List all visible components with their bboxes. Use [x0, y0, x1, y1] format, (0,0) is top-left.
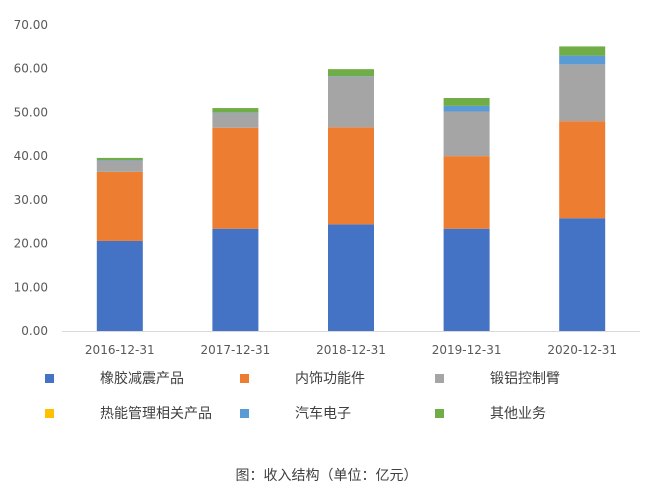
- bar-segment: [212, 228, 259, 331]
- legend-swatch: [45, 408, 54, 418]
- legend-item: 其他业务: [435, 403, 546, 423]
- bar-segment: [328, 69, 374, 77]
- legend-item: 热能管理相关产品: [45, 403, 212, 423]
- legend-label: 汽车电子: [295, 406, 351, 422]
- legend-label: 内饰功能件: [295, 371, 365, 387]
- bar-segment: [559, 55, 606, 65]
- bar-segment: [559, 218, 606, 331]
- bar-segment: [559, 64, 606, 122]
- x-tick-label: 2017-12-31: [201, 343, 271, 357]
- legend-label: 橡胶减震产品: [100, 371, 184, 387]
- bar-segment: [559, 121, 606, 219]
- legend-swatch: [435, 373, 444, 383]
- y-tick-label: 70.00: [14, 18, 48, 32]
- x-tick-label: 2020-12-31: [547, 343, 617, 357]
- y-tick-label: 0.00: [21, 324, 48, 338]
- bar-segment: [328, 76, 374, 128]
- bar-segment: [328, 127, 374, 225]
- bar-segment: [212, 127, 259, 229]
- legend-item: 橡胶减震产品: [45, 368, 184, 388]
- bar-segment: [96, 160, 143, 172]
- legend-label: 其他业务: [490, 406, 546, 422]
- legend-label: 热能管理相关产品: [100, 406, 212, 422]
- legend-label: 锻铝控制臂: [490, 371, 560, 387]
- legend-swatch: [435, 408, 444, 418]
- x-tick-label: 2019-12-31: [432, 343, 502, 357]
- y-tick-label: 20.00: [14, 237, 48, 251]
- bar-segment: [443, 228, 490, 331]
- x-tick-label: 2016-12-31: [85, 343, 155, 357]
- bar-segment: [443, 156, 490, 229]
- y-tick-label: 50.00: [14, 105, 48, 119]
- y-tick-label: 60.00: [14, 62, 48, 76]
- bar-segment: [443, 105, 490, 112]
- bar-segment: [96, 157, 143, 161]
- legend-swatch: [240, 373, 249, 383]
- stacked-bar-chart: 0.00 10.00 20.00 30.00 40.00 50.00 60.00 70.00 2…: [14, 18, 640, 357]
- bar-segment: [96, 240, 143, 331]
- bar-segment: [443, 111, 490, 157]
- legend-item: 汽车电子: [240, 403, 351, 423]
- bar-segment: [443, 98, 490, 106]
- y-tick-label: 40.00: [14, 149, 48, 163]
- bar-segment: [96, 171, 143, 241]
- legend-item: 内饰功能件: [240, 368, 365, 388]
- y-tick-label: 30.00: [14, 193, 48, 207]
- bar-segment: [212, 108, 259, 113]
- bar-segment: [559, 46, 606, 56]
- chart-caption: 图：收入结构（单位：亿元）: [235, 468, 418, 484]
- y-tick-label: 10.00: [14, 280, 48, 294]
- x-tick-label: 2018-12-31: [316, 343, 386, 357]
- bar-segment: [212, 112, 259, 128]
- legend-swatch: [45, 373, 54, 383]
- bar-segment: [328, 224, 374, 331]
- legend-swatch: [240, 408, 249, 418]
- legend-item: 锻铝控制臂: [435, 368, 560, 388]
